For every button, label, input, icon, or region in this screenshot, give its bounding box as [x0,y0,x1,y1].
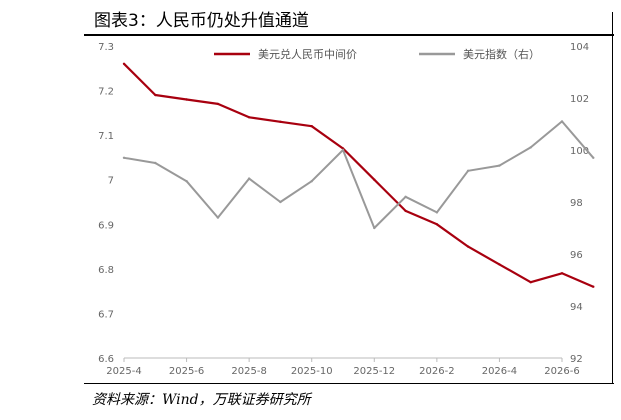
legend-label: 美元兑人民币中间价 [258,47,357,61]
left-tick-label: 6.8 [98,265,114,276]
usdcny-point [310,125,313,128]
right-tick-label: 98 [570,198,583,209]
right-frame-edge [612,12,621,384]
bottom-divider [84,383,614,384]
usd-index-point [216,216,220,219]
usdcny-point [560,272,564,275]
usdcny-point [185,98,188,101]
usd-index-point [373,226,376,230]
x-tick-label: 2025-12 [353,366,395,377]
usd-index-point [122,156,126,159]
left-tick-label: 6.6 [98,354,114,365]
x-tick-label: 2025-10 [291,366,333,377]
usdcny-point [279,120,282,124]
left-tick-label: 7 [108,176,114,187]
usdcny-point [216,102,220,106]
right-tick-label: 94 [570,302,583,313]
left-tick-label: 6.7 [98,309,114,320]
line-chart: 7.3 7.2 7.1 7 6.9 6.8 6.7 6.6 104 102 100 98 96 94 92… [98,42,595,377]
series-group [122,62,595,288]
usdcny-point [373,178,376,181]
left-tick-label: 6.9 [98,220,114,231]
x-tick-label: 2026-2 [419,366,454,377]
source-note: 资料来源：Wind，万联证券研究所 [92,392,311,408]
left-tick-label: 7.2 [98,87,114,98]
x-tick-label: 2025-6 [169,366,204,377]
usd-index-point [404,195,407,198]
usd-index-point [310,180,313,183]
right-tick-label: 100 [570,146,589,157]
x-tick-label: 2026-6 [544,366,579,377]
right-tick-label: 104 [570,42,589,53]
title-bar: 图表3：人民币仍处升值通道 [84,0,614,34]
usdcny-series-line [123,63,594,288]
left-tick-label: 7.1 [98,131,114,142]
usd-index-point [529,146,532,149]
usd-index-point [498,164,501,167]
usdcny-point [404,209,407,213]
usd-index-series-line [123,120,595,229]
usd-index-point [592,156,595,159]
usd-index-point [466,169,470,172]
usdcny-point [498,263,501,266]
right-tick-label: 92 [570,354,583,365]
left-axis-ticks: 7.3 7.2 7.1 7 6.9 6.8 6.7 6.6 [98,42,114,365]
usdcny-point [592,285,595,288]
left-tick-label: 7.3 [98,42,114,53]
usd-index-point [185,180,188,183]
usd-index-point [154,161,157,165]
x-tick-label: 2026-4 [482,366,517,377]
x-tick-label: 2025-4 [106,366,141,377]
legend: 美元兑人民币中间价 美元指数（右） [214,47,540,61]
usdcny-point [435,223,439,226]
right-tick-label: 96 [570,250,583,261]
right-axis-ticks: 104 102 100 98 96 94 92 [570,42,589,365]
usdcny-point [247,116,251,119]
usdcny-point [466,245,470,248]
usdcny-point [154,93,157,97]
usd-index-point [560,120,564,123]
title-divider [84,34,614,36]
right-tick-label: 102 [570,94,589,105]
legend-label: 美元指数（右） [463,47,540,61]
usd-index-point [435,211,439,214]
usd-index-point [247,177,251,180]
x-tick-label: 2025-8 [231,366,266,377]
usd-index-point [341,148,345,152]
usdcny-point [122,62,126,65]
usd-index-point [279,200,282,204]
usdcny-point [529,281,532,284]
x-axis-ticks: 2025-4 2025-6 2025-8 2025-10 2025-12 2026-2 20… [106,358,580,377]
chart-title: 图表3：人民币仍处升值通道 [94,11,309,31]
